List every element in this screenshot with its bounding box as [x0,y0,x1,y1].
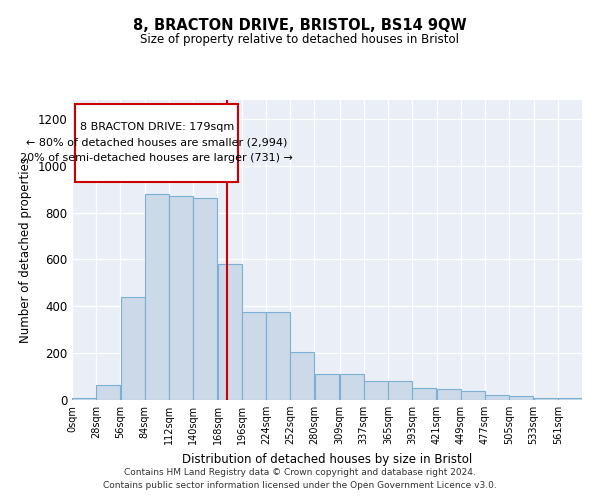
Bar [558,398,582,400]
Bar [97,385,121,400]
Text: Size of property relative to detached houses in Bristol: Size of property relative to detached ho… [140,32,460,46]
Bar [169,196,193,400]
Bar [242,312,266,400]
Bar [485,396,509,400]
Bar [364,381,388,400]
Y-axis label: Number of detached properties: Number of detached properties [19,157,32,343]
Bar [509,396,533,400]
Bar [533,398,557,400]
Bar [437,390,461,400]
Text: Contains HM Land Registry data © Crown copyright and database right 2024.: Contains HM Land Registry data © Crown c… [124,468,476,477]
X-axis label: Distribution of detached houses by size in Bristol: Distribution of detached houses by size … [182,452,472,466]
Text: 8, BRACTON DRIVE, BRISTOL, BS14 9QW: 8, BRACTON DRIVE, BRISTOL, BS14 9QW [133,18,467,32]
FancyBboxPatch shape [76,104,238,182]
Bar [290,352,314,400]
Bar [388,381,412,400]
Bar [218,264,242,400]
Bar [461,390,485,400]
Bar [193,198,217,400]
Bar [145,194,169,400]
Bar [412,388,436,400]
Bar [340,374,364,400]
Bar [314,374,340,400]
Text: Contains public sector information licensed under the Open Government Licence v3: Contains public sector information licen… [103,480,497,490]
Bar [266,312,290,400]
Bar [72,398,96,400]
Bar [121,297,145,400]
Text: 8 BRACTON DRIVE: 179sqm
← 80% of detached houses are smaller (2,994)
20% of semi: 8 BRACTON DRIVE: 179sqm ← 80% of detache… [20,122,293,164]
